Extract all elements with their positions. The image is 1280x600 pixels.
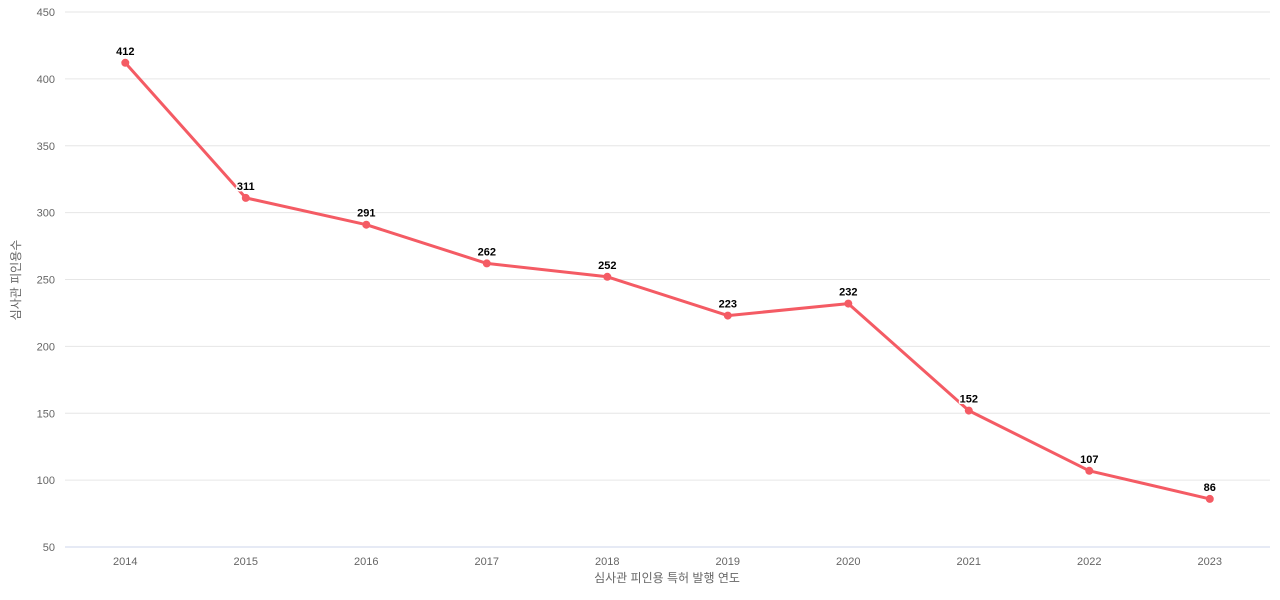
y-tick-label: 450: [37, 7, 55, 19]
data-point-label: 86: [1204, 482, 1216, 494]
data-point-marker[interactable]: [964, 406, 973, 415]
x-tick-label: 2015: [234, 556, 258, 568]
data-point-label: 262: [478, 246, 496, 258]
x-tick-label: 2018: [595, 556, 619, 568]
x-tick-label: 2023: [1198, 556, 1222, 568]
y-tick-label: 100: [37, 475, 55, 487]
y-tick-label: 250: [37, 275, 55, 287]
y-tick-label: 400: [37, 74, 55, 86]
data-point-label: 232: [839, 287, 857, 299]
data-point-label: 412: [116, 46, 134, 58]
data-point-marker[interactable]: [362, 220, 371, 229]
data-point-label: 107: [1080, 454, 1098, 466]
data-point-marker[interactable]: [1205, 494, 1214, 503]
y-tick-label: 300: [37, 208, 55, 220]
axes-layer: 50 100 150 200 250 300 350 400 450 2014 2015 2016 20…: [37, 7, 1270, 568]
x-tick-label: 2022: [1077, 556, 1101, 568]
y-tick-label: 350: [37, 141, 55, 153]
x-tick-label: 2021: [957, 556, 981, 568]
gridlines-layer: [65, 11, 1270, 481]
data-point-marker[interactable]: [121, 58, 130, 67]
data-point-label: 152: [960, 394, 978, 406]
x-axis-title: 심사관 피인용 특허 발행 연도: [594, 570, 740, 585]
x-tick-label: 2020: [836, 556, 860, 568]
x-tick-label: 2014: [113, 556, 137, 568]
data-point-marker[interactable]: [241, 193, 250, 202]
y-axis-title: 심사관 피인용수: [9, 240, 23, 321]
data-point-marker[interactable]: [1085, 466, 1094, 475]
series-layer: [121, 58, 1214, 503]
series-line: [123, 61, 1212, 501]
y-tick-label: 50: [43, 542, 55, 554]
data-labels-layer: 412 311 291 262 252 223 232 152 107 86: [115, 44, 1218, 495]
data-point-label: 311: [237, 181, 255, 193]
data-point-marker[interactable]: [603, 272, 612, 281]
data-point-label: 291: [357, 208, 375, 220]
y-tick-label: 200: [37, 341, 55, 353]
data-point-label: 223: [719, 299, 737, 311]
data-point-label: 252: [598, 260, 616, 272]
x-tick-label: 2019: [716, 556, 740, 568]
x-tick-label: 2016: [354, 556, 378, 568]
y-tick-label: 150: [37, 408, 55, 420]
data-point-marker[interactable]: [844, 299, 853, 308]
x-tick-label: 2017: [475, 556, 499, 568]
data-point-marker[interactable]: [482, 259, 491, 268]
data-point-marker[interactable]: [723, 311, 732, 320]
